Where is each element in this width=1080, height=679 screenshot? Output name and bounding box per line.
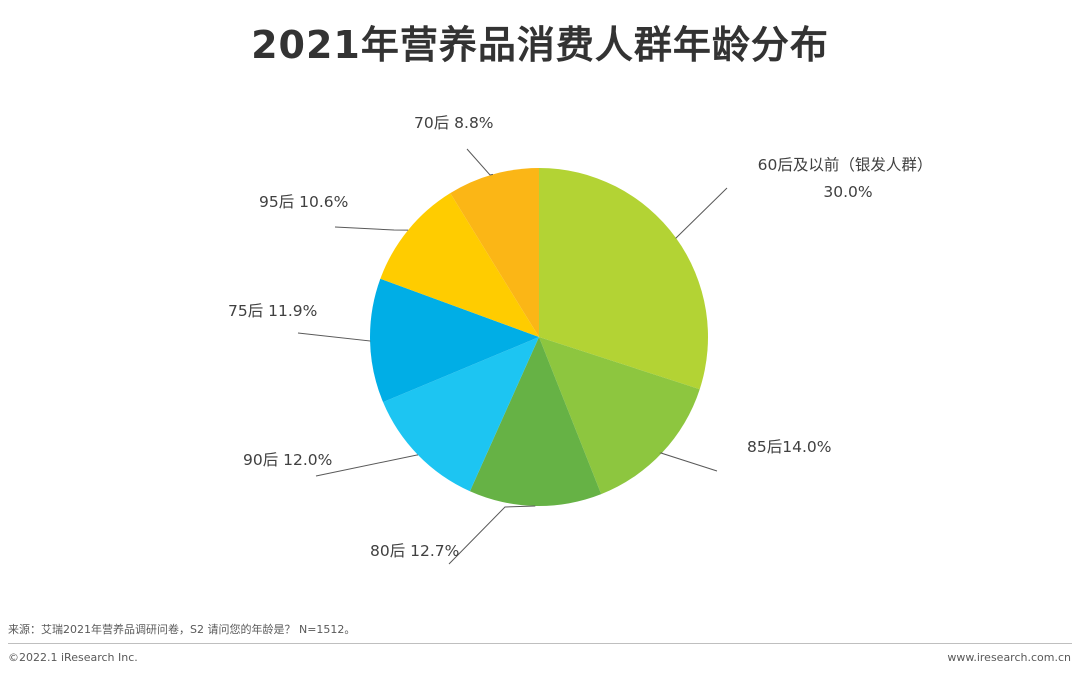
leader-line xyxy=(675,187,728,239)
leader-line xyxy=(448,505,536,565)
leader-line xyxy=(466,148,494,176)
chart-title: 2021年营养品消费人群年龄分布 xyxy=(251,23,829,67)
footer-divider xyxy=(8,643,1072,644)
leader-line xyxy=(315,454,418,477)
pie-slice xyxy=(539,337,700,495)
pie-slice xyxy=(450,168,539,337)
slice-labels: 60后及以前（银发人群） 30.0% 85后14.0% 80后 12.7% 90后 12… xyxy=(228,114,932,560)
website-text: www.iresearch.com.cn xyxy=(947,651,1071,664)
pie-slice xyxy=(539,168,709,390)
slice-label: 60后及以前（银发人群） xyxy=(758,156,933,174)
leader-lines xyxy=(297,148,728,565)
slice-label: 90后 12.0% xyxy=(243,451,332,469)
slice-label: 95后 10.6% xyxy=(259,193,348,211)
slice-label: 75后 11.9% xyxy=(228,302,317,320)
pie-slice xyxy=(380,193,539,337)
slice-label: 80后 12.7% xyxy=(370,542,459,560)
slice-label: 70后 8.8% xyxy=(414,114,494,132)
pie-slice xyxy=(370,278,539,403)
pie-slice xyxy=(383,337,539,492)
leader-line xyxy=(659,452,718,472)
leader-line xyxy=(334,226,409,231)
leader-line xyxy=(297,332,371,342)
pie-slice xyxy=(469,337,602,506)
copyright-text: ©2022.1 iResearch Inc. xyxy=(8,651,138,664)
slice-label: 85后14.0% xyxy=(747,438,831,456)
pie-slices xyxy=(370,168,709,506)
slice-label: 30.0% xyxy=(823,183,872,201)
pie-chart: 60后及以前（银发人群） 30.0% 85后14.0% 80后 12.7% 90后 12… xyxy=(228,114,932,565)
source-note: 来源：艾瑞2021年营养品调研问卷，S2 请问您的年龄是？ N=1512。 xyxy=(8,623,356,636)
